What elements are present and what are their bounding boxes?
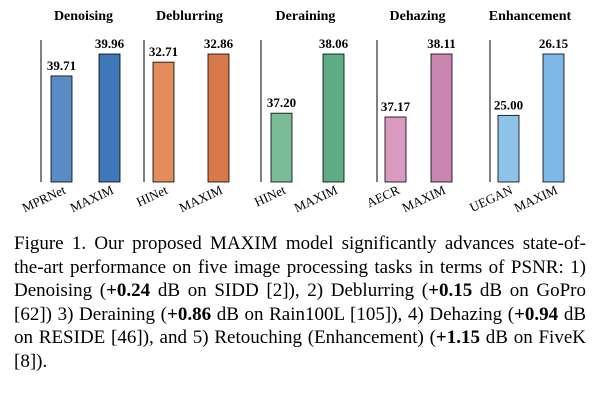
chart-title: Dehazing bbox=[390, 9, 446, 24]
caption-gain: +0.24 bbox=[106, 280, 151, 301]
value-label: 38.06 bbox=[319, 36, 349, 51]
figure-caption: Figure 1. Our proposed MAXIM model signi… bbox=[14, 232, 586, 373]
caption-text: dB on SIDD [2]), 2) Deblurring ( bbox=[150, 280, 429, 301]
caption-text: Figure 1. Our proposed MAXIM model signi… bbox=[14, 233, 586, 301]
caption-gain: +1.15 bbox=[435, 327, 480, 348]
bar-maxim bbox=[430, 53, 453, 183]
caption-gain: +0.94 bbox=[514, 303, 559, 325]
category-label: AECR bbox=[364, 182, 402, 210]
chart-title: Deraining bbox=[276, 9, 336, 24]
value-label: 39.96 bbox=[95, 36, 125, 51]
chart-title: Enhancement bbox=[489, 9, 572, 24]
value-label: 32.86 bbox=[204, 36, 234, 51]
bar-maxim bbox=[542, 53, 565, 183]
value-label: 37.20 bbox=[267, 95, 296, 110]
category-label: MAXIM bbox=[177, 182, 226, 215]
value-label: 39.71 bbox=[47, 58, 76, 73]
bar-mprnet bbox=[50, 75, 73, 183]
value-label: 26.15 bbox=[539, 36, 569, 51]
category-label: MAXIM bbox=[512, 182, 561, 215]
category-label: MAXIM bbox=[400, 182, 449, 215]
bar-aecr bbox=[384, 116, 407, 183]
bar-maxim bbox=[98, 53, 121, 183]
category-label: MAXIM bbox=[68, 182, 117, 215]
category-label: UEGAN bbox=[467, 182, 515, 215]
chart-title: Denoising bbox=[54, 9, 113, 24]
bar-uegan bbox=[497, 114, 520, 183]
caption-gain: +0.15 bbox=[428, 280, 473, 301]
bar-maxim bbox=[207, 53, 230, 183]
category-label: MPRNet bbox=[20, 182, 69, 215]
value-label: 25.00 bbox=[494, 97, 523, 112]
bar-hinet bbox=[152, 61, 175, 183]
chart-title: Deblurring bbox=[156, 9, 223, 24]
caption-gain: +0.86 bbox=[167, 303, 212, 325]
bar-charts: Denoising 39.71 MPRNet 39.96 MAXIM Deblurring… bbox=[20, 9, 572, 215]
value-label: 37.17 bbox=[381, 99, 411, 114]
bar-maxim bbox=[322, 53, 345, 183]
caption-text: dB on Rain100L [105]), 4) Dehazing ( bbox=[211, 303, 515, 325]
bar-hinet bbox=[270, 112, 293, 183]
category-label: MAXIM bbox=[292, 182, 341, 215]
category-label: HINet bbox=[134, 182, 170, 209]
value-label: 38.11 bbox=[427, 36, 456, 51]
caption-text: dB on RESIDE [46]), and 5) Retouching (E… bbox=[14, 303, 586, 349]
caption-text: dB on FiveK [8]). bbox=[14, 327, 586, 372]
value-label: 32.71 bbox=[149, 44, 178, 59]
category-label: HINet bbox=[252, 182, 288, 209]
caption-text: dB on GoPro [62]) 3) Deraining ( bbox=[14, 280, 586, 325]
